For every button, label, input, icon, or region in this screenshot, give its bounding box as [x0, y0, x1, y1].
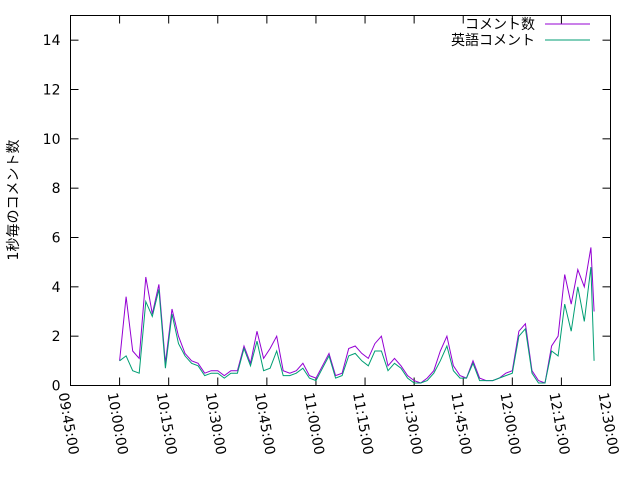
y-tick-label: 14: [43, 33, 61, 49]
y-tick-label: 10: [43, 132, 61, 148]
y-tick-label: 2: [52, 329, 61, 345]
y-tick-label: 4: [52, 280, 61, 296]
legend-label: 英語コメント: [451, 32, 535, 49]
plot-border: [70, 15, 611, 386]
y-axis-label: 1秒毎のコメント数: [6, 140, 22, 261]
y-tick-label: 8: [52, 181, 61, 197]
legend-label: コメント数: [465, 17, 535, 33]
y-tick-label: 6: [52, 231, 61, 247]
series-line: [119, 267, 595, 384]
series-line: [119, 247, 595, 384]
y-tick-label: 12: [43, 83, 61, 99]
y-tick-label: 0: [52, 379, 61, 395]
